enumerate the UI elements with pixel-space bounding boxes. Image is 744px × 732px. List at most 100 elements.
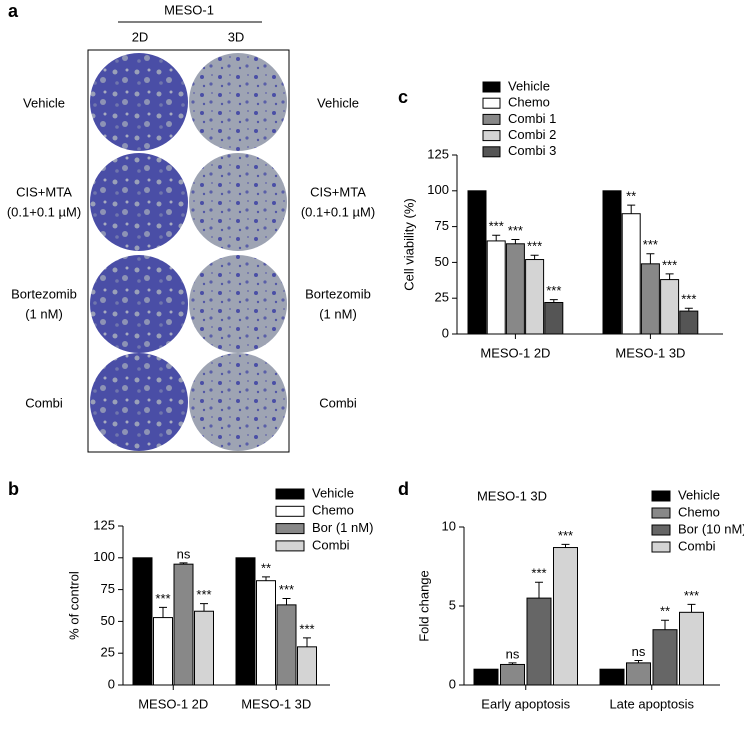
y-tick-label: 0: [108, 676, 115, 691]
legend-label: Combi: [678, 538, 716, 553]
y-axis-label: % of control: [66, 571, 81, 640]
significance-label: ns: [177, 546, 191, 561]
well-2d: [90, 153, 188, 251]
bar: [276, 604, 297, 686]
error-bar: [282, 598, 291, 605]
legend-label: Chemo: [508, 95, 550, 110]
bar: [500, 663, 525, 686]
y-axis-label: Fold change: [416, 570, 431, 642]
significance-label: ***: [155, 591, 170, 606]
wells: [90, 53, 287, 451]
row-label: (0.1+0.1 µM): [301, 204, 375, 219]
y-tick-label: 125: [427, 146, 449, 161]
y-tick-label: 10: [442, 518, 456, 533]
legend-swatch: [651, 507, 671, 519]
error-bar: [303, 637, 311, 647]
row-label: (1 nM): [25, 306, 63, 321]
significance-label: **: [261, 560, 271, 575]
legend-label: Combi: [312, 537, 350, 552]
y-tick-label: 5: [449, 597, 456, 612]
legend-label: Vehicle: [678, 487, 720, 502]
significance-label: ***: [299, 621, 314, 636]
legend-swatch: [275, 488, 305, 500]
y-tick-label: 25: [101, 645, 115, 660]
error-bar: [684, 307, 693, 312]
significance-label: ***: [684, 588, 699, 603]
significance-label: ***: [279, 582, 294, 597]
row-label: CIS+MTA: [16, 184, 72, 199]
well-3d: [189, 153, 287, 251]
legend-swatch: [482, 97, 501, 109]
column-label: 3D: [228, 29, 245, 44]
bar: [660, 279, 680, 335]
y-tick-label: 75: [101, 581, 115, 596]
bar: [525, 259, 545, 335]
row-label: (0.1+0.1 µM): [7, 204, 81, 219]
y-tick-label: 100: [93, 549, 115, 564]
bar: [173, 563, 194, 686]
y-tick-label: 75: [435, 218, 449, 233]
error-bar: [179, 562, 188, 565]
significance-label: ***: [681, 292, 696, 307]
y-tick-label: 25: [435, 290, 449, 305]
row-label: Combi: [319, 395, 357, 410]
legend-swatch: [651, 524, 671, 536]
well-3d: [189, 53, 287, 151]
error-bar: [646, 253, 655, 264]
bar: [505, 243, 525, 335]
bar: [626, 662, 651, 686]
legend-label: Chemo: [312, 503, 354, 518]
significance-label: ns: [506, 646, 520, 661]
legend-swatch: [275, 540, 305, 552]
bar: [599, 668, 625, 686]
row-label: (1 nM): [319, 306, 357, 321]
bar: [621, 213, 641, 335]
legend-swatch: [482, 113, 501, 125]
significance-label: **: [626, 189, 636, 204]
legend-swatch: [482, 146, 501, 158]
significance-label: ***: [531, 566, 546, 581]
x-tick-label: MESO-1 3D: [241, 696, 311, 711]
bar: [602, 190, 622, 335]
y-tick-label: 0: [449, 676, 456, 691]
bar: [544, 301, 564, 335]
legend-label: Bor (1 nM): [312, 520, 373, 535]
significance-label: ***: [489, 219, 504, 234]
bar: [652, 629, 678, 686]
panel-letter: c: [398, 87, 408, 107]
legend-label: Bor (10 nM): [678, 521, 744, 536]
legend-swatch: [482, 81, 501, 93]
row-label: Bortezomib: [305, 286, 371, 301]
legend-swatch: [651, 541, 671, 553]
legend-swatch: [275, 523, 305, 535]
bar: [473, 668, 499, 686]
significance-label: ***: [662, 257, 677, 272]
error-bar: [262, 576, 270, 581]
error-bar: [508, 662, 517, 665]
well-3d: [189, 255, 287, 353]
error-bar: [661, 619, 669, 630]
legend-swatch: [482, 130, 501, 142]
row-label: Vehicle: [23, 95, 65, 110]
bar: [297, 646, 317, 686]
significance-label: **: [660, 604, 670, 619]
row-label: Bortezomib: [11, 286, 77, 301]
plate-frame: [87, 49, 290, 453]
x-tick-label: MESO-1 3D: [615, 345, 685, 360]
y-axis-label: Cell viability (%): [401, 198, 416, 290]
y-tick-label: 50: [435, 254, 449, 269]
y-tick-label: 50: [101, 613, 115, 628]
bar: [153, 617, 173, 686]
panel-letter: a: [8, 1, 19, 21]
error-bar: [492, 234, 501, 241]
well-2d: [90, 53, 188, 151]
x-tick-label: MESO-1 2D: [138, 696, 208, 711]
error-bar: [511, 238, 520, 244]
bar: [553, 547, 578, 686]
panel-letter: b: [8, 479, 19, 499]
significance-label: ***: [546, 283, 561, 298]
significance-label: ***: [508, 223, 523, 238]
bar: [679, 310, 699, 335]
bar: [132, 557, 153, 686]
